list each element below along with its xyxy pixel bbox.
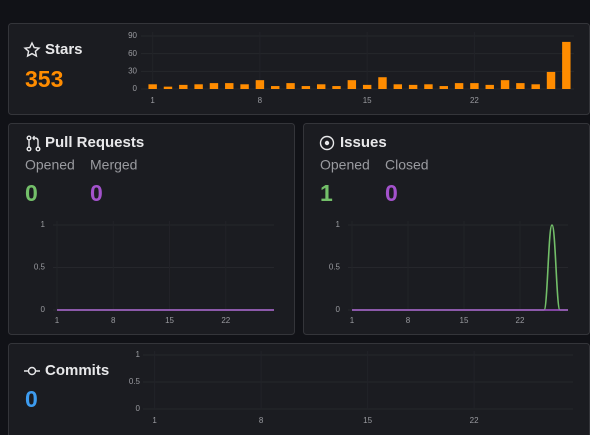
- x-tick-label: 15: [165, 316, 174, 325]
- y-tick-label: 0: [41, 305, 46, 314]
- x-tick-label: 22: [470, 96, 479, 105]
- bar: [301, 86, 311, 89]
- card-title: Issues: [340, 134, 387, 151]
- y-tick-label: 0: [136, 404, 141, 413]
- stars-card: [8, 23, 590, 115]
- bar: [408, 84, 418, 89]
- bar: [470, 83, 479, 89]
- y-tick-label: 60: [128, 49, 137, 58]
- bar: [531, 84, 540, 89]
- y-tick-label: 0.5: [129, 377, 141, 386]
- issues-card: [303, 123, 590, 335]
- x-tick-label: 1: [350, 316, 355, 325]
- y-tick-label: 0.5: [34, 263, 46, 272]
- y-tick-label: 1: [336, 220, 341, 229]
- x-tick-label: 8: [111, 316, 116, 325]
- x-tick-label: 8: [406, 316, 411, 325]
- x-tick-label: 1: [55, 316, 60, 325]
- stat-label: Merged: [90, 157, 137, 173]
- bar: [454, 83, 464, 89]
- bar: [546, 71, 556, 89]
- bar: [439, 86, 448, 89]
- bar: [209, 83, 219, 89]
- y-tick-label: 90: [128, 31, 137, 40]
- stat-label: Opened: [320, 157, 370, 173]
- bar: [194, 84, 203, 89]
- bar: [286, 83, 295, 89]
- x-tick-label: 1: [150, 96, 155, 105]
- stat-value: 1: [320, 180, 333, 206]
- pr-icon: [26, 135, 41, 152]
- commits-card: [8, 343, 590, 435]
- stat-value: 0: [385, 180, 398, 206]
- bar: [378, 77, 387, 89]
- bar: [424, 84, 433, 89]
- bar: [271, 86, 280, 89]
- y-tick-label: 0: [336, 305, 341, 314]
- x-tick-label: 8: [259, 416, 264, 425]
- bar: [332, 86, 341, 89]
- x-tick-label: 8: [258, 96, 263, 105]
- x-tick-label: 15: [363, 416, 372, 425]
- commit-icon: [24, 366, 40, 376]
- stat-label: Closed: [385, 157, 429, 173]
- bar: [255, 80, 265, 89]
- bar: [316, 84, 326, 89]
- stat-value: 0: [25, 386, 38, 412]
- bar: [347, 80, 357, 89]
- x-tick-label: 15: [460, 316, 469, 325]
- y-tick-label: 0: [133, 84, 138, 93]
- stat-value: 0: [90, 180, 103, 206]
- stat-value: 0: [25, 180, 38, 206]
- y-tick-label: 0.5: [329, 263, 341, 272]
- bar: [179, 84, 188, 89]
- bar: [516, 83, 525, 89]
- y-tick-label: 1: [136, 350, 141, 359]
- x-tick-label: 22: [221, 316, 230, 325]
- star-icon: [23, 41, 41, 58]
- bar: [362, 84, 372, 89]
- bar: [562, 41, 571, 89]
- stat-label: Opened: [25, 157, 75, 173]
- x-tick-label: 22: [470, 416, 479, 425]
- bar: [163, 86, 173, 89]
- x-tick-label: 1: [152, 416, 157, 425]
- stat-value: 353: [25, 66, 63, 92]
- bar: [225, 83, 234, 89]
- bar: [500, 80, 510, 89]
- card-title: Commits: [45, 362, 109, 379]
- bar: [393, 84, 403, 89]
- card-title: Pull Requests: [45, 134, 144, 151]
- pr-card: [8, 123, 295, 335]
- bar: [485, 84, 494, 89]
- bar: [240, 84, 249, 89]
- bar: [148, 84, 157, 89]
- x-tick-label: 15: [363, 96, 372, 105]
- y-tick-label: 30: [128, 66, 137, 75]
- card-title: Stars: [45, 41, 83, 58]
- y-tick-label: 1: [41, 220, 46, 229]
- x-tick-label: 22: [516, 316, 525, 325]
- issue-icon: [319, 135, 335, 151]
